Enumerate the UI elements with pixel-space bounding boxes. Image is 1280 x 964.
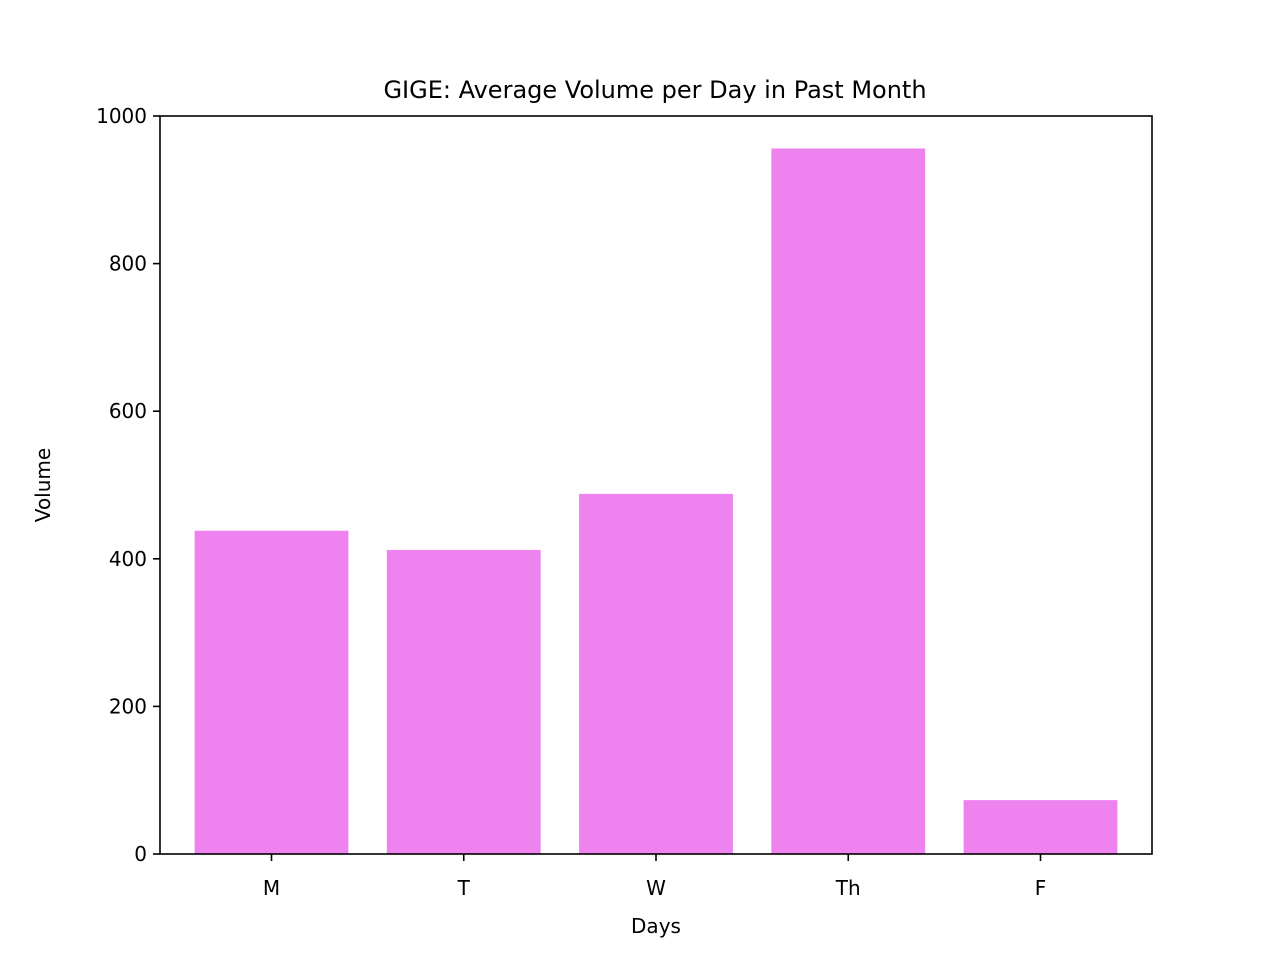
bar-t: [386, 549, 541, 854]
bars-layer: [194, 148, 1118, 855]
y-tick-label: 200: [109, 694, 147, 718]
y-axis-label: Volume: [31, 448, 55, 522]
y-tick-label: 1000: [96, 104, 147, 128]
y-tick-label: 0: [134, 842, 147, 866]
x-axis-label: Days: [631, 914, 681, 938]
y-tick-label: 800: [109, 252, 147, 276]
bar-w: [579, 493, 733, 854]
bar-m: [194, 530, 349, 854]
bar-f: [963, 800, 1118, 854]
x-tick-label: F: [1035, 876, 1047, 900]
chart-title: GIGE: Average Volume per Day in Past Mon…: [383, 76, 926, 104]
x-tick-label: Th: [835, 876, 861, 900]
x-tick-label: W: [646, 876, 666, 900]
y-axis: 0 200 400 600 800 1000: [96, 104, 160, 866]
x-tick-label: T: [457, 876, 471, 900]
x-tick-label: M: [263, 876, 280, 900]
y-tick-label: 600: [109, 399, 147, 423]
x-axis: M T W Th F: [263, 854, 1046, 900]
bar-th: [771, 148, 926, 855]
y-tick-label: 400: [109, 547, 147, 571]
